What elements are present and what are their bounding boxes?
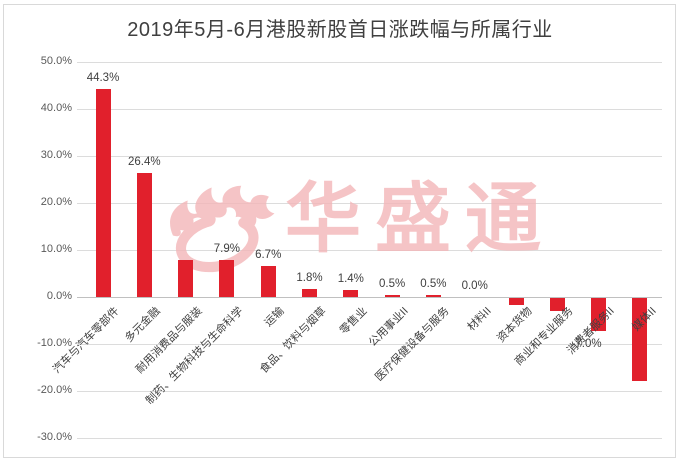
bar (632, 298, 648, 382)
bar (343, 290, 359, 297)
gridline (77, 203, 662, 204)
chart-title: 2019年5月-6月港股新股首日涨跌幅与所属行业 (127, 19, 553, 41)
bar (425, 294, 441, 297)
gridline (77, 391, 662, 392)
y-tick-label: -10.0% (37, 337, 72, 349)
bar-value-label: 0.5% (378, 277, 406, 290)
gridline (77, 297, 662, 298)
chart-border-frame (3, 4, 676, 458)
bar (302, 288, 317, 297)
bar (136, 172, 152, 297)
bar-value-label: 6.7% (255, 248, 282, 261)
gridline (77, 62, 662, 63)
bar (549, 298, 565, 312)
bar (591, 298, 607, 331)
y-tick-label: 40.0% (40, 102, 72, 114)
bar-value-label: 0.0% (461, 280, 488, 292)
bar-value-label: 1.4% (337, 273, 364, 286)
y-tick-label: 50.0% (40, 55, 72, 67)
gridline (77, 109, 662, 110)
y-tick-label: 20.0% (40, 196, 72, 208)
y-tick-label: -20.0% (37, 384, 72, 396)
bar-value-label: 1.8% (296, 271, 323, 284)
bar (260, 265, 276, 297)
bar (95, 88, 111, 297)
gridline (77, 344, 662, 345)
bar-value-label: 26.4% (127, 155, 161, 168)
bar-value-label: -7.0% (571, 337, 602, 350)
y-tick-label: -30.0% (37, 431, 72, 443)
gridline (77, 438, 662, 439)
y-tick-label: 10.0% (40, 243, 72, 255)
bar (219, 259, 235, 297)
y-tick-label: 30.0% (40, 149, 72, 161)
gridline (77, 250, 662, 251)
gridline (77, 156, 662, 157)
y-tick-label: 0.0% (46, 290, 72, 302)
bar-value-label: 0.5% (420, 277, 447, 290)
bar (508, 298, 524, 306)
bar (178, 259, 194, 297)
bar-value-label: 44.3% (86, 71, 120, 84)
bar (384, 294, 400, 297)
